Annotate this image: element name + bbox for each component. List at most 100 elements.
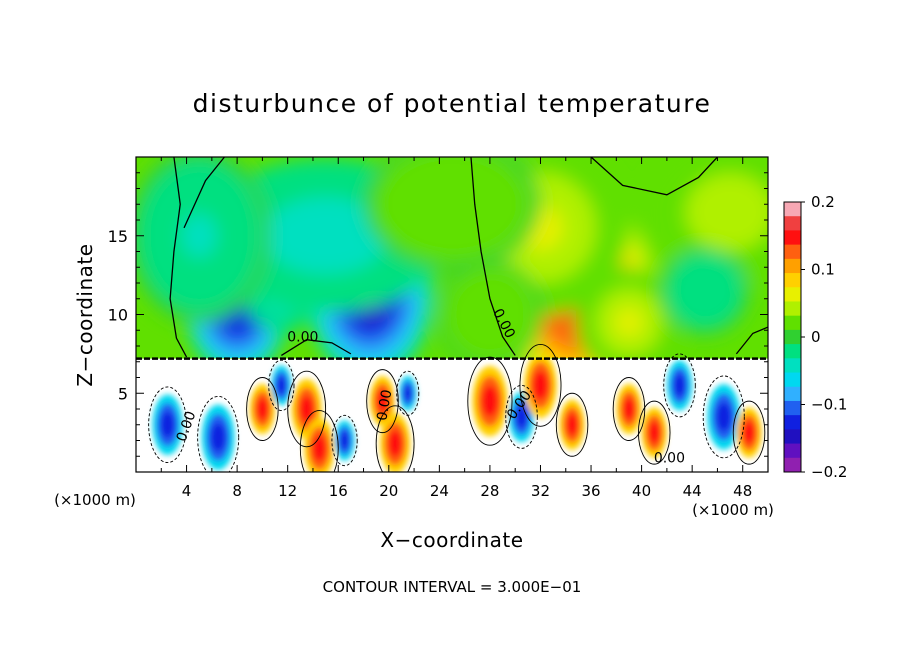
anomaly-11-level-7 [699, 285, 711, 297]
lower-patch-9-ring-2 [403, 385, 412, 402]
zero-contour-1 [183, 157, 225, 229]
anomaly-8-level-7 [440, 195, 464, 213]
colorbar-swatch-3 [784, 244, 801, 260]
x-unit-label-right: (×1000 m) [692, 501, 774, 519]
zero-contour-2 [470, 157, 516, 356]
anomaly-9-level-7 [483, 307, 497, 322]
colorbar: 0.2 0.1 0 −0.1 −0.2 [783, 193, 847, 481]
colorbar-swatch-8 [784, 315, 801, 331]
zero-contour-3 [590, 157, 718, 196]
colorbar-tick-label-4: −0.2 [811, 463, 847, 481]
lower-patch-13-ring-2 [566, 413, 578, 436]
colorbar-tick-label-0: 0.2 [811, 193, 835, 211]
lower-contour-17 [702, 375, 745, 459]
x-axis: 4 8 12 16 20 24 28 32 36 40 44 48 [160, 157, 752, 500]
colorbar-swatch-2 [784, 230, 801, 246]
lower-contour-0 [148, 386, 188, 464]
y-tick-label-1: 10 [108, 306, 128, 325]
colorbar-swatch-11 [784, 358, 801, 374]
lower-field [136, 358, 768, 472]
upper-field [136, 157, 768, 358]
x-tick-label-1: 8 [232, 482, 242, 500]
colorbar-swatch-9 [784, 329, 801, 345]
colorbar-tick-label-3: −0.1 [811, 396, 847, 414]
lower-patch-12-ring-2 [533, 370, 548, 400]
x-tick-label-8: 36 [581, 482, 600, 500]
lower-contour-2 [246, 377, 279, 441]
colorbar-swatch-1 [784, 216, 801, 231]
lower-contour-11 [505, 384, 538, 449]
lower-patch-18-ring-2 [743, 421, 755, 444]
lower-patch-5-ring-2 [312, 435, 326, 462]
x-tick-label-0: 4 [182, 482, 192, 500]
x-tick-label-2: 12 [278, 482, 297, 500]
lower-contour-1 [197, 395, 240, 472]
lower-patch-0-ring-2 [160, 411, 175, 439]
lower-patch-1-ring-2 [210, 422, 226, 452]
lower-contour-15 [637, 400, 671, 465]
anomaly-3-level-7 [310, 226, 342, 246]
colorbar-swatch-14 [784, 400, 801, 416]
colorbar-tick-label-1: 0.1 [811, 261, 835, 279]
contour-label-0: 0.00 [287, 329, 318, 345]
zero-contour-0 [169, 157, 188, 358]
lower-contour-18 [732, 400, 766, 465]
x-tick-label-6: 28 [480, 482, 499, 500]
lower-contour-5 [299, 410, 339, 472]
colorbar-swatch-7 [784, 301, 801, 317]
lower-patch-7-ring-2 [376, 390, 389, 413]
lower-contour-4 [287, 370, 327, 448]
plot-area: 0.00 0.000.000.00 0.000.00 [135, 156, 769, 473]
chart-title: disturbunce of potential temperature [193, 89, 712, 118]
lower-contour-8 [375, 405, 415, 472]
colorbar-swatch-5 [784, 273, 801, 288]
colorbar-swatch-12 [784, 372, 801, 388]
x-tick-label-7: 32 [531, 482, 550, 500]
lower-contour-14 [612, 377, 646, 441]
colorbar-swatch-15 [784, 415, 801, 430]
lower-patch-15-ring-2 [648, 421, 660, 444]
colorbar-tick-label-2: 0 [811, 328, 821, 346]
lower-patch-6-ring-2 [340, 431, 350, 450]
y-tick-label-2: 15 [108, 227, 128, 246]
y-axis: 5 10 15 [108, 172, 768, 457]
lower-patch-8-ring-2 [388, 430, 402, 457]
x-tick-label-11: 48 [733, 482, 752, 500]
colorbar-swatch-18 [784, 457, 801, 473]
x-tick-label-9: 40 [632, 482, 651, 500]
upper-field-blobs [136, 157, 768, 358]
contour-label-5: 0.00 [654, 451, 685, 467]
colorbar-swatch-0 [784, 202, 801, 217]
lower-patch-17-ring-2 [716, 402, 731, 432]
zero-contour-4 [281, 339, 352, 357]
lower-contour-3 [268, 359, 295, 412]
anomaly-6-level-7 [622, 315, 636, 330]
lower-patches [152, 358, 762, 472]
colorbar-swatch-13 [784, 386, 801, 402]
lower-contour-16 [663, 353, 696, 418]
x-tick-label-5: 24 [430, 482, 449, 500]
y-tick-label-0: 5 [118, 384, 128, 403]
lower-patch-14-ring-2 [623, 397, 635, 421]
lower-patch-3-ring-2 [276, 376, 286, 395]
contour-lines [136, 157, 768, 472]
y-axis-label: Z−coordinate [73, 243, 97, 386]
colorbar-swatch-4 [784, 258, 801, 274]
colorbar-swatch-16 [784, 429, 801, 445]
x-tick-label-10: 44 [683, 482, 702, 500]
x-axis-label: X−coordinate [380, 528, 523, 552]
contour-interval-label: CONTOUR INTERVAL = 3.000E−01 [323, 578, 582, 596]
lower-contour-9 [396, 370, 420, 416]
x-unit-label-left: (×1000 m) [54, 491, 136, 509]
zero-contour-5 [735, 326, 768, 355]
lower-patch-16-ring-2 [673, 374, 686, 397]
lower-contour-10 [467, 356, 513, 446]
lower-contour-7 [366, 369, 399, 434]
lower-contour-13 [555, 392, 589, 457]
lower-contour-12 [519, 343, 562, 427]
anomaly-10-level-7 [719, 202, 742, 222]
lower-patch-4-ring-2 [299, 395, 314, 423]
x-tick-label-4: 20 [379, 482, 398, 500]
